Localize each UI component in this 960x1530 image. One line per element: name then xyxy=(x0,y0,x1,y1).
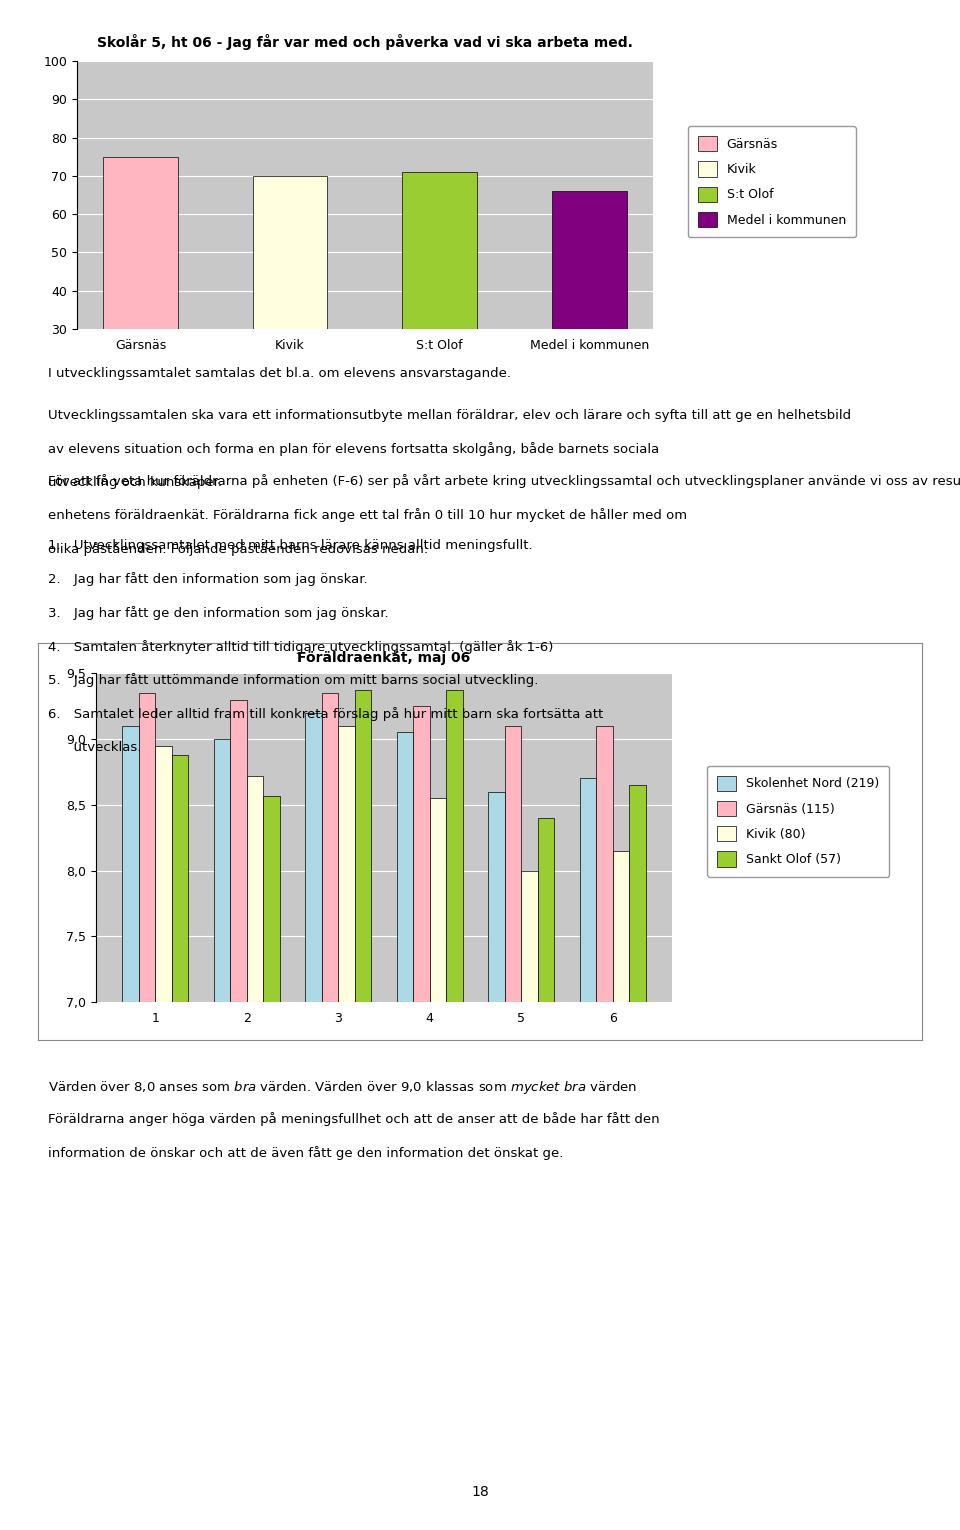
Text: I utvecklingssamtalet samtalas det bl.a. om elevens ansvarstagande.: I utvecklingssamtalet samtalas det bl.a.… xyxy=(48,367,511,379)
Text: Värden över 8,0 anses som $\it{bra}$ värden. Värden över 9,0 klassas som $\it{my: Värden över 8,0 anses som $\it{bra}$ vär… xyxy=(48,1079,637,1095)
Bar xyxy=(338,725,354,1530)
Bar xyxy=(230,699,247,1530)
Bar xyxy=(538,819,554,1530)
Bar xyxy=(354,690,372,1530)
Title: Föräldraenkät, maj 06: Föräldraenkät, maj 06 xyxy=(298,652,470,666)
Text: 5. Jag har fått uttömmande information om mitt barns social utveckling.: 5. Jag har fått uttömmande information o… xyxy=(48,673,539,687)
Text: 1. Utvecklingssamtalet med mitt barns lärare känns alltid meningsfullt.: 1. Utvecklingssamtalet med mitt barns lä… xyxy=(48,539,533,551)
Bar xyxy=(322,693,338,1530)
Bar xyxy=(122,725,138,1530)
Bar xyxy=(305,713,322,1530)
Bar xyxy=(414,707,430,1530)
Bar xyxy=(521,871,538,1530)
Text: Utvecklingssamtalen ska vara ett informationsutbyte mellan föräldrar, elev och l: Utvecklingssamtalen ska vara ett informa… xyxy=(48,409,852,421)
Bar xyxy=(247,776,263,1530)
Text: Föräldrarna anger höga värden på meningsfullhet och att de anser att de både har: Föräldrarna anger höga värden på menings… xyxy=(48,1112,660,1126)
Text: enhetens föräldraenkät. Föräldrarna fick ange ett tal från 0 till 10 hur mycket : enhetens föräldraenkät. Föräldrarna fick… xyxy=(48,508,687,522)
Text: 3. Jag har fått ge den information som jag önskar.: 3. Jag har fått ge den information som j… xyxy=(48,606,389,620)
Text: utvecklas.: utvecklas. xyxy=(48,741,141,753)
Legend: Gärsnäs, Kivik, S:t Olof, Medel i kommunen: Gärsnäs, Kivik, S:t Olof, Medel i kommun… xyxy=(688,125,856,237)
Bar xyxy=(612,851,630,1530)
Text: 6. Samtalet leder alltid fram till konkreta förslag på hur mitt barn ska fortsät: 6. Samtalet leder alltid fram till konkr… xyxy=(48,707,603,721)
Text: För att få veta hur föräldrarna på enheten (F-6) ser på vårt arbete kring utveck: För att få veta hur föräldrarna på enhet… xyxy=(48,474,960,488)
Bar xyxy=(630,785,646,1530)
Text: 4. Samtalen återknyter alltid till tidigare utvecklingssamtal. (gäller åk 1-6): 4. Samtalen återknyter alltid till tidig… xyxy=(48,640,553,653)
Bar xyxy=(214,739,230,1530)
Bar xyxy=(402,173,477,444)
Bar xyxy=(489,791,505,1530)
Bar xyxy=(172,754,188,1530)
Bar xyxy=(430,799,446,1530)
Legend: Skolenhet Nord (219), Gärsnäs (115), Kivik (80), Sankt Olof (57): Skolenhet Nord (219), Gärsnäs (115), Kiv… xyxy=(708,765,889,877)
Text: 2. Jag har fått den information som jag önskar.: 2. Jag har fått den information som jag … xyxy=(48,572,368,586)
Bar xyxy=(596,725,612,1530)
Title: Skolår 5, ht 06 - Jag får var med och påverka vad vi ska arbeta med.: Skolår 5, ht 06 - Jag får var med och på… xyxy=(97,34,633,50)
Text: information de önskar och att de även fått ge den information det önskat ge.: information de önskar och att de även få… xyxy=(48,1146,564,1160)
Text: av elevens situation och forma en plan för elevens fortsatta skolgång, både barn: av elevens situation och forma en plan f… xyxy=(48,442,660,456)
Text: utveckling och kunskaper.: utveckling och kunskaper. xyxy=(48,476,222,488)
Bar xyxy=(263,796,279,1530)
Bar xyxy=(580,779,596,1530)
Bar xyxy=(138,693,156,1530)
Bar xyxy=(505,725,521,1530)
Text: olika påståenden. Följande påståenden redovisas nedan:: olika påståenden. Följande påståenden re… xyxy=(48,542,428,555)
Bar xyxy=(446,690,463,1530)
Text: 18: 18 xyxy=(471,1486,489,1499)
Bar xyxy=(103,158,178,444)
Bar xyxy=(156,745,172,1530)
Bar xyxy=(252,176,327,444)
Bar xyxy=(552,191,627,444)
Bar xyxy=(396,733,414,1530)
